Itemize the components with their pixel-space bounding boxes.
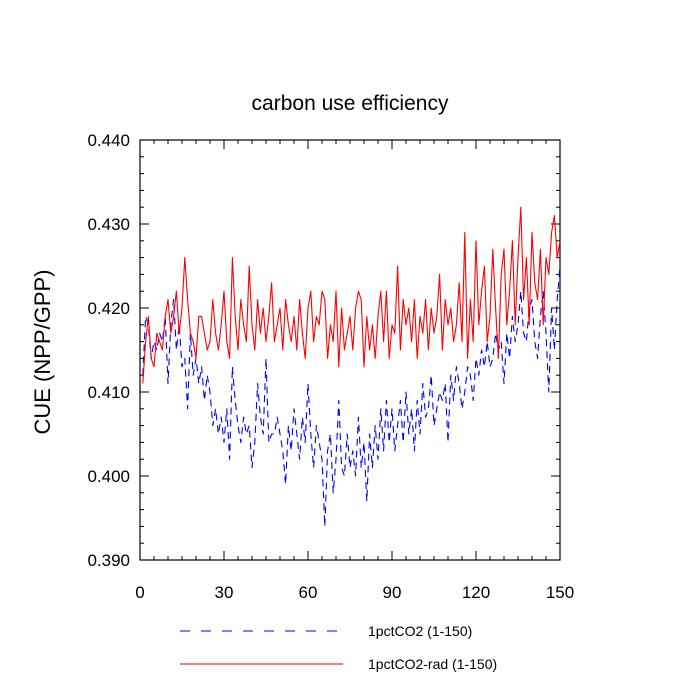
x-tick-label: 60 [299,583,318,602]
plot-frame [139,139,561,561]
y-tick-label: 0.420 [87,299,130,318]
y-tick-label: 0.410 [87,383,130,402]
y-tick-label: 0.390 [87,551,130,570]
y-tick-label: 0.440 [87,131,130,150]
y-axis-label: CUE (NPP/GPP) [30,269,55,434]
legend-label-2: 1pctCO2-rad (1-150) [368,656,497,672]
series-line-1 [142,265,561,527]
x-tick-label: 30 [215,583,234,602]
x-tick-label: 0 [135,583,144,602]
chart-title: carbon use efficiency [252,92,449,115]
y-tick-label: 0.430 [87,215,130,234]
series-line-2 [142,206,561,384]
legend-label-1: 1pctCO2 (1-150) [368,623,472,639]
series-layer [142,206,561,527]
x-tick-label: 90 [383,583,402,602]
legend: 1pctCO2 (1-150) 1pctCO2-rad (1-150) [180,623,497,672]
x-axis: 0 30 60 90 120 150 [135,140,574,602]
x-tick-label: 150 [546,583,574,602]
plot-border [139,139,561,561]
x-tick-label: 120 [462,583,490,602]
y-tick-label: 0.400 [87,467,130,486]
y-axis: 0.390 0.400 0.410 0.420 0.430 0.440 [87,131,560,570]
